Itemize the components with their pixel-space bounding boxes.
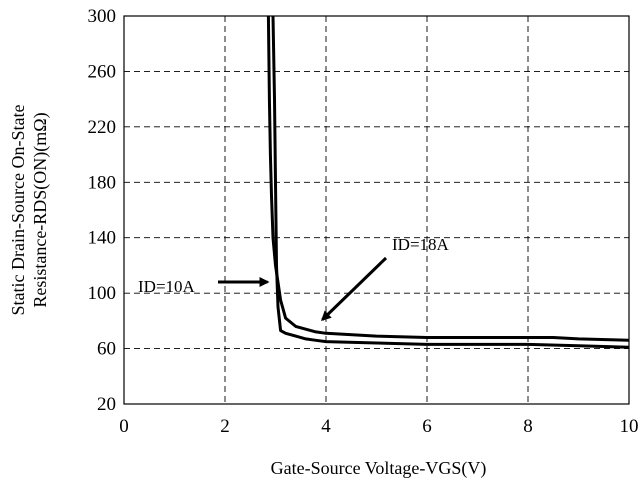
y-axis-title-line-1: Static Drain-Source On-State — [8, 105, 28, 316]
annotation-arrow-18a — [320, 256, 388, 322]
y-tick-label: 180 — [88, 172, 117, 193]
x-tick-label: 8 — [523, 416, 533, 437]
x-tick-label: 0 — [119, 416, 129, 437]
series-line-2 — [266, 15, 630, 342]
x-tick-label: 10 — [620, 416, 639, 437]
y-tick-label: 60 — [97, 339, 116, 360]
y-tick-label: 220 — [88, 117, 117, 138]
annotations: ID=10A ID=18A — [138, 235, 450, 322]
x-tick-label: 4 — [321, 416, 331, 437]
x-axis-title: Gate-Source Voltage-VGS(V) — [271, 458, 487, 479]
y-tick-label: 260 — [88, 61, 117, 82]
series-line-1 — [271, 15, 630, 349]
annotation-label-18a: ID=18A — [392, 235, 450, 254]
x-tick-label: 2 — [220, 416, 230, 437]
y-tick-label: 20 — [97, 394, 116, 415]
y-axis-title: Static Drain-Source On-State Resistance-… — [8, 105, 51, 316]
y-axis-title-line-2: Resistance-RDS(ON)(mΩ) — [30, 112, 51, 307]
y-tick-label: 300 — [88, 6, 117, 27]
tick-labels: 0 2 4 6 8 10 20 60 100 140 180 220 260 300 — [88, 6, 639, 437]
x-tick-label: 6 — [422, 416, 432, 437]
grid — [124, 16, 629, 404]
plot-frame — [123, 15, 630, 405]
series-group — [266, 15, 630, 349]
y-tick-label: 140 — [88, 228, 117, 249]
annotation-label-10a: ID=10A — [138, 277, 196, 296]
y-tick-label: 100 — [88, 283, 117, 304]
